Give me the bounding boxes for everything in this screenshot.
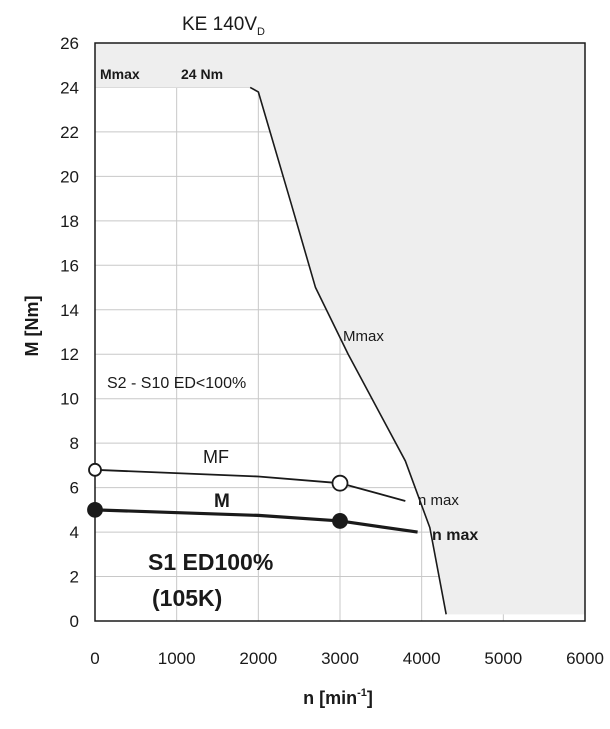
series-m-marker bbox=[87, 501, 103, 518]
marker-layer bbox=[87, 462, 349, 529]
x-axis-label: n [min-1] bbox=[303, 687, 373, 708]
series-mf-line bbox=[94, 468, 406, 502]
region-label: S2 - S10 ED<100% bbox=[107, 375, 246, 392]
y-tick-label: 6 bbox=[70, 479, 79, 498]
x-tick-label: 3000 bbox=[321, 649, 359, 668]
x-tick-label: 0 bbox=[90, 649, 99, 668]
x-axis-label-sup: -1 bbox=[357, 687, 367, 699]
x-axis-label-close: ] bbox=[367, 688, 373, 708]
y-tick-label: 8 bbox=[70, 434, 79, 453]
series-layer bbox=[94, 86, 447, 615]
y-axis-label: M [Nm] bbox=[22, 296, 42, 357]
x-tick-label: 1000 bbox=[158, 649, 196, 668]
nmax-m-label: n max bbox=[432, 527, 478, 544]
x-tick-label: 2000 bbox=[239, 649, 277, 668]
mmax-curve-label: Mmax bbox=[343, 328, 384, 345]
y-tick-label: 20 bbox=[60, 167, 79, 186]
y-tick-label: 24 bbox=[60, 78, 79, 97]
series-mmax-line bbox=[249, 86, 447, 615]
series-mf-marker bbox=[331, 474, 349, 492]
mmax-top-label: Mmax bbox=[100, 66, 140, 82]
x-tick-label: 6000 bbox=[566, 649, 604, 668]
x-tick-label: 4000 bbox=[403, 649, 441, 668]
y-tick-label: 16 bbox=[60, 256, 79, 275]
chart-title-main: KE 140V bbox=[182, 14, 257, 35]
s1-label-line2: (105K) bbox=[152, 585, 222, 611]
y-tick-label: 4 bbox=[70, 523, 79, 542]
chart-title-sub: D bbox=[257, 26, 265, 38]
x-tick-labels: 0 1000 2000 3000 4000 5000 6000 bbox=[90, 649, 604, 668]
s1-label-line1: S1 ED100% bbox=[148, 549, 273, 575]
y-tick-label: 26 bbox=[60, 34, 79, 53]
y-tick-label: 2 bbox=[70, 568, 79, 587]
mf-curve-label: MF bbox=[203, 447, 229, 467]
s2-s10-region bbox=[95, 43, 585, 615]
y-tick-label: 14 bbox=[60, 301, 79, 320]
series-m-marker bbox=[332, 513, 348, 529]
y-tick-label: 18 bbox=[60, 212, 79, 231]
chart-title: KE 140VD bbox=[182, 14, 265, 38]
m-curve-label: M bbox=[214, 491, 230, 512]
y-tick-label: 0 bbox=[70, 612, 79, 631]
nmax-mf-label: n max bbox=[418, 492, 459, 509]
plot-frame bbox=[94, 42, 586, 622]
y-tick-label: 22 bbox=[60, 123, 79, 142]
x-axis-label-main: n [min bbox=[303, 688, 357, 708]
series-m-line bbox=[94, 508, 418, 534]
mmax-value-label: 24 Nm bbox=[181, 66, 223, 82]
y-tick-label: 10 bbox=[60, 390, 79, 409]
x-tick-label: 5000 bbox=[484, 649, 522, 668]
series-mf-marker bbox=[88, 462, 102, 477]
y-tick-label: 12 bbox=[60, 345, 79, 364]
